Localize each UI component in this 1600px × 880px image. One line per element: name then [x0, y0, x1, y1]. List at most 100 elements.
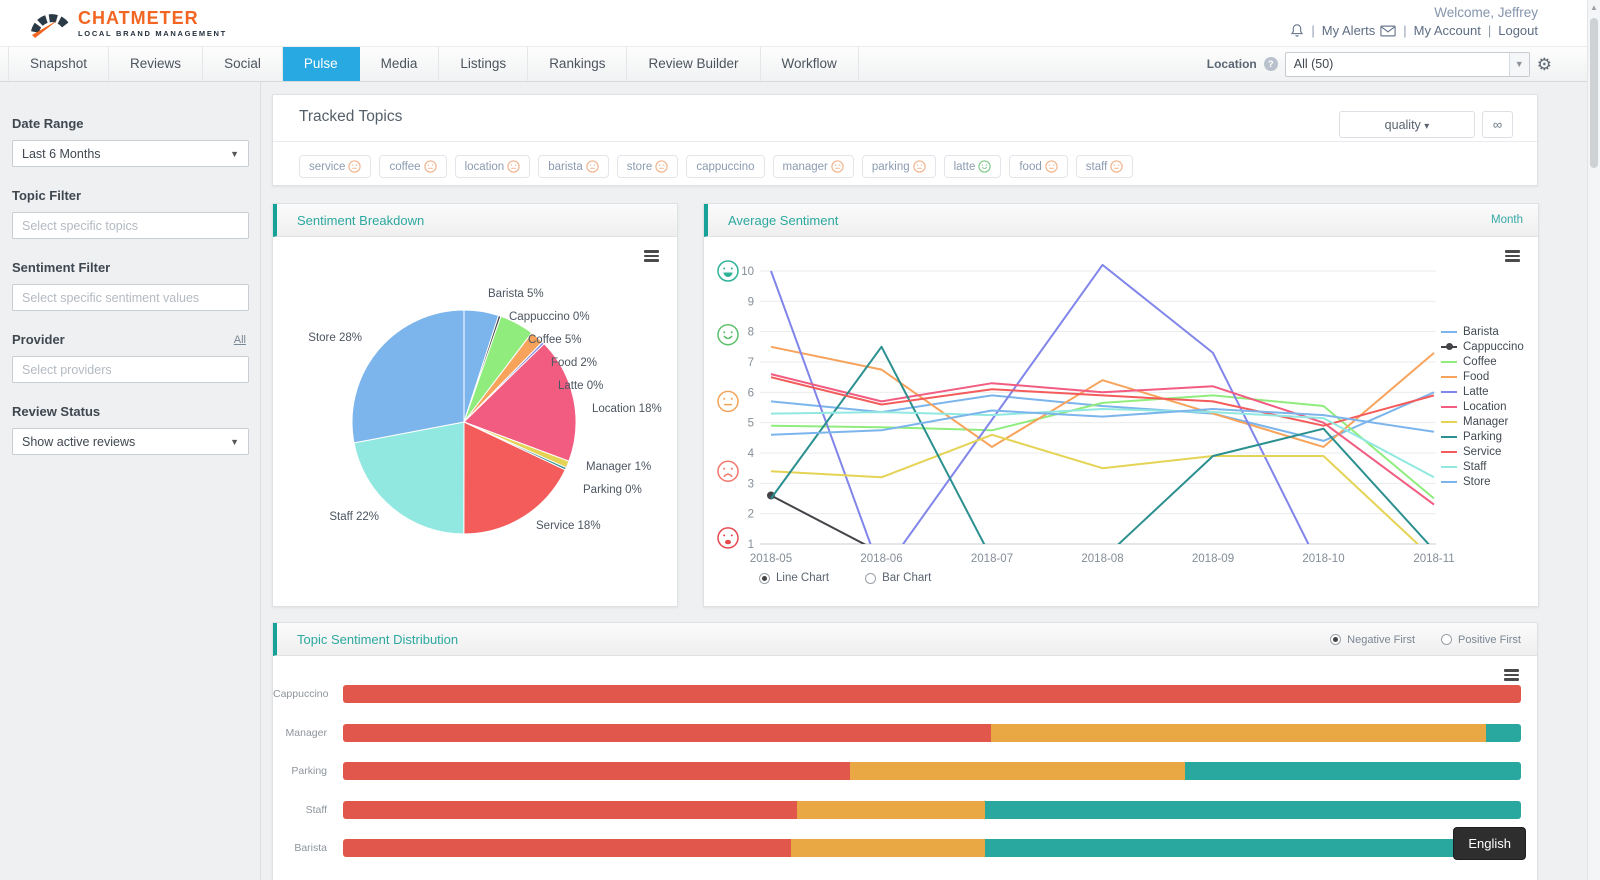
my-alerts-link[interactable]: My Alerts [1321, 23, 1376, 38]
location-select[interactable]: All (50) ▼ [1284, 51, 1530, 77]
legend-item-coffee[interactable]: Coffee [1441, 354, 1524, 369]
review-status-select[interactable]: Show active reviews ▼ [12, 428, 249, 455]
scrollbar[interactable]: ▲ [1587, 0, 1600, 880]
period-month-link[interactable]: Month [1491, 214, 1523, 226]
radio-icon[interactable] [1330, 634, 1342, 645]
legend-marker [1441, 343, 1457, 350]
tab-listings[interactable]: Listings [439, 47, 529, 81]
legend-item-barista[interactable]: Barista [1441, 324, 1524, 339]
tab-review-builder[interactable]: Review Builder [627, 47, 761, 81]
bar-track-cappuccino[interactable] [343, 685, 1521, 703]
chatmeter-logo[interactable]: CHATMETER LOCAL BRAND MANAGEMENT [28, 5, 227, 41]
envelope-icon[interactable] [1380, 25, 1396, 37]
more-options-button[interactable]: ∞ [1482, 111, 1513, 138]
legend-item-staff[interactable]: Staff [1441, 459, 1524, 474]
chart-menu-icon[interactable] [1504, 669, 1519, 683]
topic-tag-parking[interactable]: parking [861, 155, 936, 178]
series-line-staff[interactable] [770, 408, 1435, 479]
topic-tag-barista[interactable]: barista [538, 155, 609, 178]
series-line-cappuccino[interactable] [770, 494, 882, 554]
provider-input[interactable] [12, 356, 249, 383]
radio-icon[interactable] [759, 572, 770, 584]
logout-link[interactable]: Logout [1498, 23, 1538, 38]
review-status-label: Review Status [12, 404, 101, 419]
provider-all-link[interactable]: All [233, 334, 246, 346]
topic-tag-service[interactable]: service [299, 155, 372, 178]
topic-filter-input[interactable] [12, 212, 249, 239]
radio-icon[interactable] [865, 572, 877, 584]
bar-track-barista[interactable] [343, 839, 1521, 857]
series-line-service[interactable] [770, 376, 1435, 427]
bar-track-manager[interactable] [343, 723, 1521, 742]
tab-pulse[interactable]: Pulse [282, 47, 360, 81]
legend-item-location[interactable]: Location [1441, 399, 1524, 414]
legend-item-parking[interactable]: Parking [1441, 429, 1524, 444]
legend-item-food[interactable]: Food [1441, 369, 1524, 384]
scroll-up-icon[interactable]: ▲ [1590, 3, 1598, 12]
sort-order-option-positive-first[interactable]: Positive First [1441, 634, 1521, 646]
legend-item-latte[interactable]: Latte [1441, 384, 1524, 399]
bell-icon[interactable] [1290, 23, 1304, 38]
sentiment-breakdown-pie: Barista 5% Cappuccino 0% Coffee 5% Food 2% L… [308, 288, 662, 535]
mood-neutral-icon [348, 160, 362, 173]
topic-tag-food[interactable]: food [1009, 155, 1068, 178]
bar-track-parking[interactable] [343, 762, 1521, 780]
sentiment-filter-input[interactable] [12, 284, 249, 311]
date-range-label: Date Range [12, 116, 84, 131]
topic-tag-cappuccino[interactable]: cappuccino [686, 155, 765, 178]
topic-tag-location[interactable]: location [454, 155, 531, 178]
tab-reviews[interactable]: Reviews [109, 47, 204, 81]
chart-menu-icon[interactable] [1505, 250, 1520, 264]
chart-type-radios: Line Chart Bar Chart [759, 572, 931, 584]
legend-item-service[interactable]: Service [1441, 444, 1524, 459]
scrollbar-thumb[interactable] [1590, 18, 1598, 168]
legend-item-manager[interactable]: Manager [1441, 414, 1524, 429]
series-line-store[interactable] [770, 408, 1435, 436]
date-range-select[interactable]: Last 6 Months ▼ [12, 140, 249, 167]
language-button[interactable]: English [1453, 827, 1526, 860]
chart-type-option-line-chart[interactable]: Line Chart [759, 572, 829, 584]
topic-tag-staff[interactable]: staff [1075, 155, 1134, 178]
pie-slice-location[interactable] [463, 343, 577, 462]
topic-tag-store[interactable]: store [616, 155, 679, 178]
topic-tag-manager[interactable]: manager [772, 155, 854, 178]
topic-tag-latte[interactable]: latte [943, 155, 1002, 178]
tab-media[interactable]: Media [360, 47, 440, 81]
legend-item-store[interactable]: Store [1441, 474, 1524, 489]
tab-workflow[interactable]: Workflow [761, 47, 859, 81]
legend-item-cappuccino[interactable]: Cappuccino [1441, 339, 1524, 354]
date-range-value: Last 6 Months [22, 146, 101, 161]
series-line-food[interactable] [770, 345, 1435, 448]
pie-slice-store[interactable] [351, 309, 465, 444]
topic-tag-coffee[interactable]: coffee [379, 155, 447, 178]
series-line-coffee[interactable] [770, 394, 1435, 500]
bar-category-label: Staff [305, 803, 327, 816]
chart-menu-icon[interactable] [644, 250, 659, 264]
pie-label-coffee: Coffee 5% [528, 334, 582, 346]
tab-rankings[interactable]: Rankings [528, 47, 628, 81]
brand-subtitle: LOCAL BRAND MANAGEMENT [78, 28, 227, 38]
bar-track-staff[interactable] [343, 800, 1521, 819]
series-line-parking[interactable] [770, 345, 1434, 559]
gear-icon[interactable]: ⚙ [1536, 54, 1552, 74]
y-axis-tick: 8 [748, 327, 754, 339]
topic-tag-label: staff [1085, 160, 1108, 173]
chart-type-option-bar-chart[interactable]: Bar Chart [865, 572, 931, 584]
pie-label-store: Store 28% [308, 332, 362, 344]
series-line-location[interactable] [770, 373, 1435, 506]
series-marker-cappuccino[interactable] [767, 491, 775, 500]
pie-slice-staff[interactable] [353, 421, 465, 535]
help-icon[interactable]: ? [1263, 57, 1278, 71]
series-line-latte[interactable] [770, 263, 1324, 568]
radio-icon[interactable] [1441, 634, 1453, 645]
my-account-link[interactable]: My Account [1413, 23, 1481, 38]
tab-snapshot[interactable]: Snapshot [8, 47, 110, 81]
series-line-manager[interactable] [770, 433, 1434, 559]
sort-dropdown-button[interactable]: quality ▾ [1339, 111, 1475, 138]
divider [1486, 23, 1493, 38]
location-select-value: All (50) [1293, 57, 1334, 71]
tab-social[interactable]: Social [203, 47, 283, 81]
pie-slice-service[interactable] [463, 421, 566, 535]
sort-order-option-negative-first[interactable]: Negative First [1330, 634, 1415, 646]
legend-label: Staff [1463, 460, 1487, 473]
